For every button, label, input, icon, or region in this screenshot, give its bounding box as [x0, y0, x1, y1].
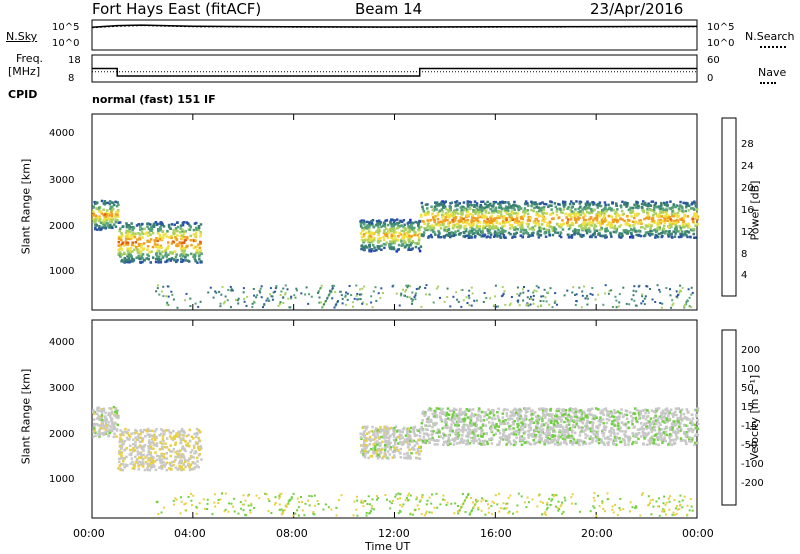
velocity-ytick-3000: 3000 [49, 383, 75, 394]
xtick-1: 04:00 [174, 527, 206, 540]
nsky-series-line [91, 24, 698, 28]
velocity-ytick-2000: 2000 [49, 429, 75, 440]
power-cb-tick-6: 4 [741, 270, 748, 281]
freq-tick-low: 8 [68, 73, 75, 84]
velocity-band-3 [420, 407, 700, 447]
velocity-cb-tick-1: 100 [741, 364, 761, 375]
freq-tick-high: 18 [68, 55, 81, 66]
velocity-cb-tick-3: 15 [741, 402, 754, 413]
date-title: 23/Apr/2016 [590, 0, 684, 18]
velocity-cb-tick-4: -15 [741, 421, 758, 432]
velocity-ytick-4000: 4000 [49, 337, 75, 348]
xtick-4: 16:00 [480, 527, 512, 540]
velocity-band-0 [92, 405, 120, 439]
nsearch-series-line [91, 25, 698, 29]
power-ground-scatter [155, 284, 694, 309]
noise-tick-right-low: 10^0 [707, 38, 735, 49]
noise-panel-frame [91, 19, 698, 51]
freq-series-line [92, 67, 697, 77]
velocity-cb-tick-5: -50 [741, 440, 758, 451]
power-band-1 [117, 221, 203, 264]
velocity-cb-tick-7: -200 [741, 478, 764, 489]
power-cb-tick-2: 20 [741, 183, 754, 194]
nave-label: Nave [758, 66, 787, 79]
noise-tick-left-low: 10^0 [52, 38, 80, 49]
velocity-band-1 [117, 427, 203, 472]
velocity-cb-tick-2: 50 [741, 383, 754, 394]
power-cb-tick-0: 28 [741, 139, 754, 150]
power-ytick-3000: 3000 [49, 175, 75, 186]
power-band-0 [92, 199, 120, 232]
power-ytick-2000: 2000 [49, 221, 75, 232]
velocity-colorbar-frame [721, 329, 737, 506]
nsearch-legend-line [760, 46, 786, 48]
nave-tick-high: 60 [707, 55, 720, 66]
velocity-ytick-1000: 1000 [49, 474, 75, 485]
station-title: Fort Hays East (fitACF) [92, 0, 262, 18]
velocity-cb-tick-0: 200 [741, 345, 761, 356]
xtick-5: 20:00 [581, 527, 613, 540]
cpid-label: CPID [8, 88, 38, 101]
cpid-text: normal (fast) 151 IF [92, 93, 216, 106]
power-cb-tick-1: 24 [741, 161, 754, 172]
power-cb-tick-3: 16 [741, 205, 754, 216]
power-colorbar-frame [721, 117, 737, 297]
velocity-cb-tick-6: -100 [741, 459, 764, 470]
nsearch-label: N.Search [745, 30, 795, 43]
freq-unit: [MHz] [8, 65, 41, 78]
noise-tick-left-high: 10^5 [52, 22, 80, 33]
power-band-2 [359, 218, 423, 253]
power-ytick-4000: 4000 [49, 128, 75, 139]
velocity-band-2 [359, 425, 423, 460]
noise-tick-right-high: 10^5 [707, 22, 735, 33]
nsky-label: N.Sky [6, 30, 38, 43]
beam-title: Beam 14 [355, 0, 423, 18]
power-band-3 [419, 200, 700, 239]
power-cb-tick-5: 8 [741, 249, 748, 260]
xtick-0: 00:00 [73, 527, 105, 540]
xtick-6: 00:00 [682, 527, 714, 540]
xtick-3: 12:00 [378, 527, 410, 540]
velocity-ground-scatter [155, 492, 694, 517]
xtick-2: 08:00 [276, 527, 308, 540]
xaxis-label: Time UT [365, 540, 411, 553]
power-ytick-1000: 1000 [49, 266, 75, 277]
nave-legend-line [760, 82, 776, 84]
power-cb-tick-4: 12 [741, 227, 754, 238]
nave-tick-low: 0 [707, 73, 714, 84]
freq-label: Freq. [16, 52, 44, 65]
